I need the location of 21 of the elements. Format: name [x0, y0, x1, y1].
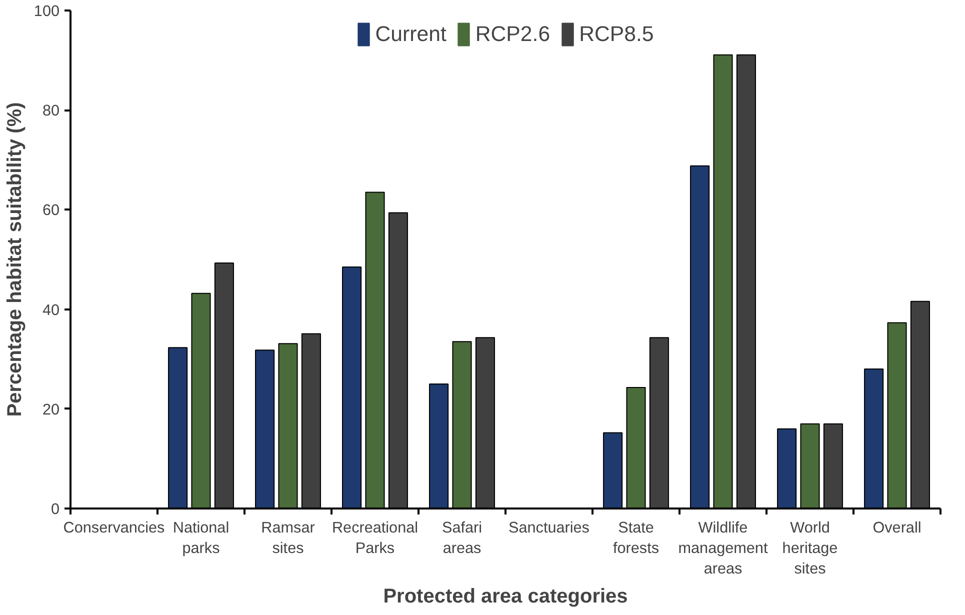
- x-tick-label: Conservancies: [63, 520, 166, 536]
- y-tick-label: 40: [42, 302, 60, 319]
- y-tick-label: 100: [34, 3, 60, 20]
- y-axis-title: Percentage habitat suitability (%): [4, 102, 26, 417]
- x-tick-label: Ramsar sites: [261, 520, 315, 557]
- x-tick-label: World heritage sites: [782, 520, 838, 578]
- legend-label: RCP2.6: [475, 22, 550, 46]
- legend-label: RCP8.5: [579, 22, 654, 46]
- x-tick-label: Safari areas: [442, 520, 482, 557]
- x-tick-label: National parks: [172, 520, 230, 557]
- legend-label: Current: [375, 22, 446, 46]
- x-tick-label: Recreational Parks: [332, 520, 418, 557]
- y-tick-label: 80: [42, 102, 60, 120]
- y-tick-label: 0: [50, 501, 60, 518]
- x-axis-title: Protected area categories: [383, 585, 628, 608]
- y-tick-label: 20: [42, 401, 60, 418]
- x-tick-label: Overall: [872, 520, 922, 536]
- x-tick-label: State forests: [613, 520, 660, 557]
- x-tick-label: Sanctuaries: [508, 520, 590, 536]
- y-tick-label: 60: [42, 202, 60, 220]
- x-tick-label: Wildlife management areas: [678, 520, 768, 578]
